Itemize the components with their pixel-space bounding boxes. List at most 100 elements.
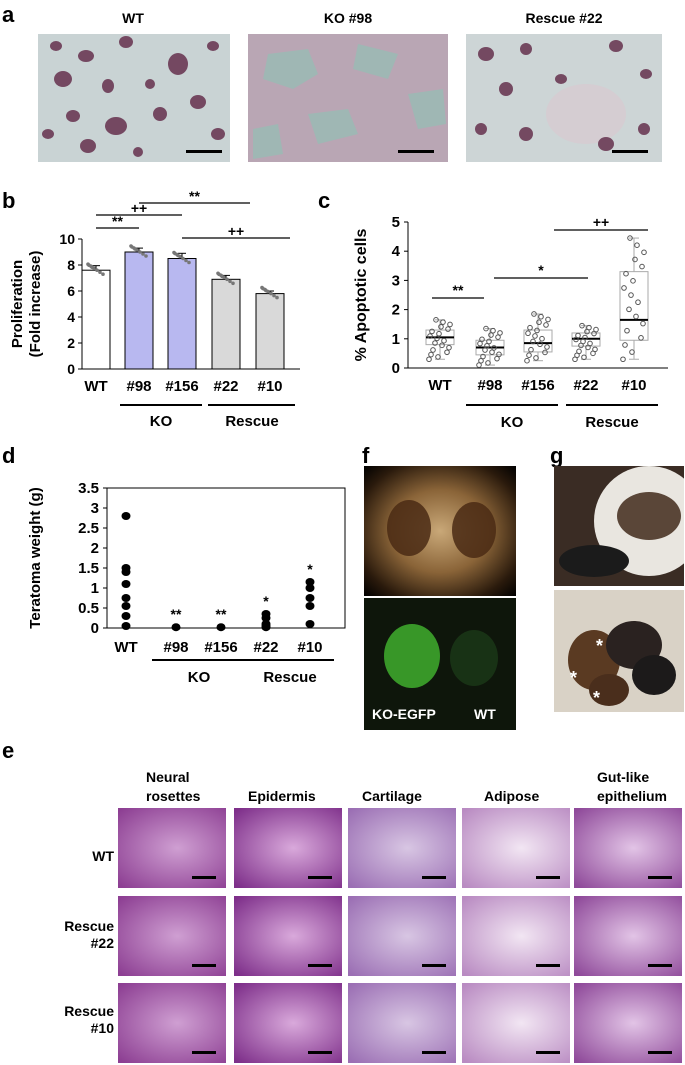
group-label-rescue: Rescue [263, 669, 316, 686]
data-point [133, 247, 137, 251]
data-point [445, 326, 451, 332]
data-point [225, 277, 229, 282]
col-label-adipose: Adipose [484, 788, 540, 804]
data-point [436, 330, 442, 337]
scale-bar [192, 876, 216, 879]
data-point [305, 602, 315, 610]
data-point [486, 338, 492, 345]
significance-mark: ++ [131, 200, 147, 216]
scale-bar-wt [186, 150, 222, 153]
significance-mark: ** [216, 606, 227, 622]
data-point [478, 357, 484, 364]
data-point [639, 263, 645, 270]
significance-mark: ** [189, 188, 200, 204]
egfp-label-wt: WT [474, 706, 496, 722]
data-point [220, 274, 224, 279]
y-tick-label: 2 [91, 540, 99, 557]
data-point [533, 355, 539, 361]
data-point [305, 578, 315, 586]
data-point [264, 288, 268, 293]
data-point [587, 340, 593, 347]
y-tick-label: 10 [59, 231, 75, 247]
x-tick-label: #98 [126, 378, 151, 395]
scale-bar [308, 964, 332, 967]
data-point [121, 594, 131, 602]
data-point [641, 249, 647, 256]
data-point [275, 295, 279, 300]
histology-adipose-wt [462, 808, 570, 888]
data-point [545, 316, 551, 323]
y-tick-label: 2.5 [78, 520, 99, 537]
data-point [629, 349, 635, 355]
data-point [623, 270, 629, 277]
data-point [525, 330, 531, 337]
histology-epidermis-rescue10 [234, 983, 342, 1063]
y-axis-label-line1: Proliferation [9, 260, 26, 348]
mouse-litter-photo [554, 590, 684, 712]
histology-cartilage-rescue10 [348, 983, 456, 1063]
histology-gut-epithelium-wt [574, 808, 682, 888]
data-point [539, 335, 545, 342]
y-tick-label: 1 [91, 580, 99, 597]
histology-cartilage-wt [348, 808, 456, 888]
data-point [121, 602, 131, 610]
data-point [144, 254, 148, 258]
panel-label-a: a [2, 2, 15, 27]
data-point [593, 326, 599, 333]
embryo-egfp-fluorescence-image [364, 598, 516, 730]
histology-cartilage-rescue22 [348, 896, 456, 976]
row-label-rescue10: Rescue #10 [64, 1003, 114, 1036]
data-point [87, 263, 91, 267]
data-point [537, 341, 543, 348]
agouti-mark-2: * [570, 668, 578, 688]
data-point [632, 256, 638, 263]
agouti-mark-3: * [593, 688, 601, 708]
data-point [527, 324, 533, 331]
data-point [121, 612, 131, 620]
data-point [269, 291, 273, 296]
col-label-neural-rosettes: Neural rosettes [146, 769, 201, 804]
histology-neural-rosettes-rescue22 [118, 896, 226, 976]
y-axis-label: % Apoptotic cells [353, 229, 370, 362]
histology-neural-rosettes-wt [118, 808, 226, 888]
x-tick-label: #10 [621, 377, 646, 394]
histology-epidermis-rescue22 [234, 896, 342, 976]
scale-bar [536, 876, 560, 879]
data-point [491, 345, 497, 351]
x-tick-label: WT [84, 378, 107, 395]
histology-gut-epithelium-rescue22 [574, 896, 682, 976]
significance-mark: ** [112, 213, 123, 229]
data-point [489, 349, 495, 355]
x-tick-label: #98 [163, 639, 188, 656]
plot-frame [106, 487, 346, 629]
significance-mark: * [307, 561, 313, 577]
histology-gut-epithelium-rescue10 [574, 983, 682, 1063]
data-point [575, 332, 581, 339]
data-point [622, 342, 628, 348]
data-point [624, 327, 630, 334]
data-point [640, 320, 646, 327]
histology-neural-rosettes-rescue10 [118, 983, 226, 1063]
panel-label-g: g [550, 443, 564, 468]
data-point [439, 342, 445, 349]
data-point [484, 342, 490, 349]
y-axis-label-line2: (Fold increase) [27, 251, 44, 358]
data-point [534, 327, 540, 334]
y-tick-label: 1 [392, 331, 400, 348]
data-point [620, 356, 626, 363]
data-point [429, 328, 435, 335]
x-tick-label: #10 [257, 378, 282, 395]
data-point [485, 360, 491, 366]
y-tick-label: 0.5 [78, 600, 99, 617]
data-point [121, 622, 131, 630]
data-point [305, 620, 315, 628]
panel-label-b: b [2, 188, 16, 213]
x-tick-label: #156 [204, 639, 237, 656]
panel-label-e: e [2, 738, 15, 763]
scale-bar [308, 876, 332, 879]
box-#10 [619, 271, 649, 341]
data-point [430, 347, 436, 353]
data-point [626, 306, 632, 313]
agouti-mark-1: * [596, 636, 604, 656]
data-point [432, 340, 438, 346]
